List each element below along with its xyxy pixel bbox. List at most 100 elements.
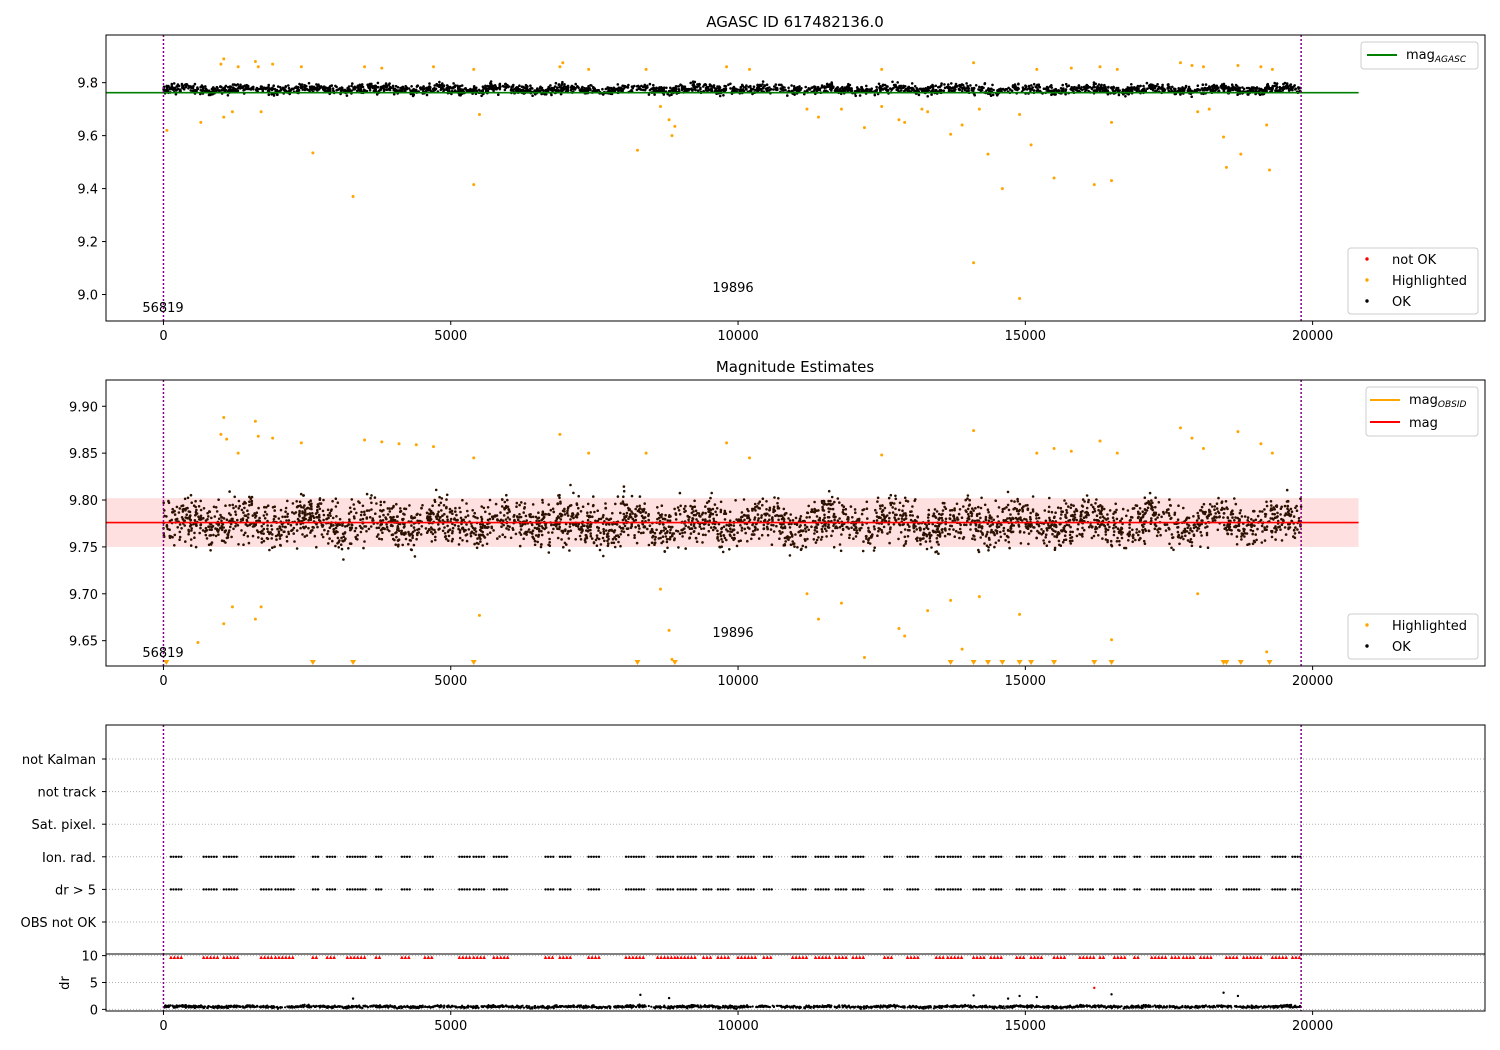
ok-point [296,517,300,521]
ok-point [189,85,193,88]
ok-point [1011,85,1015,89]
ok-point [1273,81,1276,85]
ok-point [592,541,596,544]
ok-point [469,534,473,538]
ok-point [602,513,605,517]
ok-point [799,534,802,537]
ok-point [1208,510,1212,513]
ok-point [451,526,455,530]
ok-point [926,95,929,98]
ok-point [1212,84,1215,87]
ok-point [559,512,562,516]
ok-point [742,86,746,89]
ok-point [760,514,763,517]
highlighted-point [165,128,169,132]
ok-point [404,84,408,88]
ok-point [1275,85,1279,89]
highlighted-point [635,148,639,152]
highlighted-point [1190,63,1194,67]
ok-point [653,93,656,96]
ok-point [804,545,808,549]
ok-point [1171,85,1174,89]
ok-point [572,523,575,527]
ok-point [979,536,982,539]
ok-point [439,501,443,505]
ok-point [1029,511,1032,515]
ok-point [952,528,955,531]
ok-point [358,501,361,505]
ok-point [1181,89,1185,93]
ok-point [318,507,322,511]
ok-point [446,524,449,528]
ok-point [279,543,282,547]
ok-point [572,491,575,495]
ok-point [1043,509,1047,512]
highlighted-point [1222,135,1226,139]
ok-point [773,496,776,499]
ok-point [1157,501,1161,504]
ok-point [1157,527,1161,530]
ok-point [488,517,492,521]
ok-point [1233,86,1237,89]
ok-point [349,510,353,514]
ok-point [1046,87,1050,91]
ok-point [876,534,879,537]
ok-point [887,522,890,526]
ok-point [705,85,709,89]
ok-point [1081,88,1084,92]
ok-point [807,504,810,508]
ok-point [334,544,337,548]
ok-point [894,518,897,521]
ok-point [369,84,372,87]
ok-point [901,509,904,512]
ok-point [279,88,283,91]
ok-point [735,518,738,521]
ok-point [332,528,335,531]
ok-point [572,516,575,520]
ok-point [622,485,626,488]
ok-point [469,89,472,92]
ok-point [204,85,207,88]
ok-point [709,496,712,500]
ok-point [849,505,853,508]
ok-point [305,87,309,91]
ok-point [193,519,197,522]
ok-point [292,526,296,530]
ok-point [447,87,451,91]
ok-point [1279,87,1283,90]
ok-point [212,533,215,537]
ok-point [453,84,457,88]
ok-point [490,86,493,90]
ok-point [339,543,343,546]
ok-point [478,528,482,532]
ok-point [643,502,646,505]
ok-point [193,89,197,92]
ok-point [260,85,264,88]
highlighted-point [363,65,367,69]
ok-point [794,516,798,520]
ok-point [469,532,473,535]
ok-point [270,528,274,531]
panel-agasc-frame [105,34,1486,322]
ok-point [170,84,174,88]
highlighted-point [1000,187,1004,191]
ok-point [522,511,525,514]
ok-point [696,89,700,92]
ok-point [836,497,840,500]
ok-point [927,519,930,523]
ok-point [1188,540,1192,543]
ok-point [1252,519,1255,523]
ok-point [851,516,854,519]
ok-point [522,537,525,541]
ok-point [932,512,936,515]
ok-point [909,518,913,522]
ok-point [424,89,428,93]
ok-point [743,518,746,522]
ok-point [210,516,213,520]
ok-point [518,503,521,507]
ok-point [246,85,250,89]
ok-point [340,86,344,89]
ok-point [647,93,651,96]
ok-point [270,88,274,92]
ok-point [1297,531,1301,534]
